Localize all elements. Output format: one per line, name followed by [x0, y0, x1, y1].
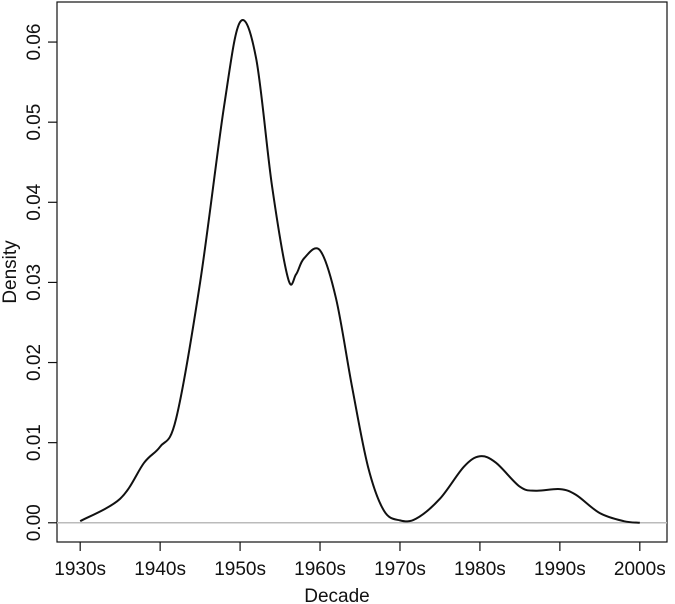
y-tick-label: 0.05 [24, 104, 45, 141]
x-tick-label: 1990s [534, 559, 586, 580]
y-tick-label: 0.00 [24, 504, 45, 541]
x-axis-label: Decade [304, 586, 370, 604]
x-tick-label: 1940s [134, 559, 186, 580]
y-tick-label: 0.06 [24, 24, 45, 61]
x-tick-label: 1930s [54, 559, 106, 580]
plot-frame [56, 1, 668, 543]
x-tick-label: 2000s [614, 559, 666, 580]
x-tick-label: 1980s [454, 559, 506, 580]
x-tick-label: 1960s [294, 559, 346, 580]
y-tick-label: 0.01 [24, 424, 45, 461]
density-line [79, 19, 640, 524]
x-tick-label: 1970s [374, 559, 426, 580]
y-tick-label: 0.03 [24, 264, 45, 301]
y-tick-label: 0.04 [24, 183, 45, 220]
y-axis-label: Density [0, 240, 21, 304]
y-tick-label: 0.02 [24, 344, 45, 381]
x-tick-label: 1950s [214, 559, 266, 580]
